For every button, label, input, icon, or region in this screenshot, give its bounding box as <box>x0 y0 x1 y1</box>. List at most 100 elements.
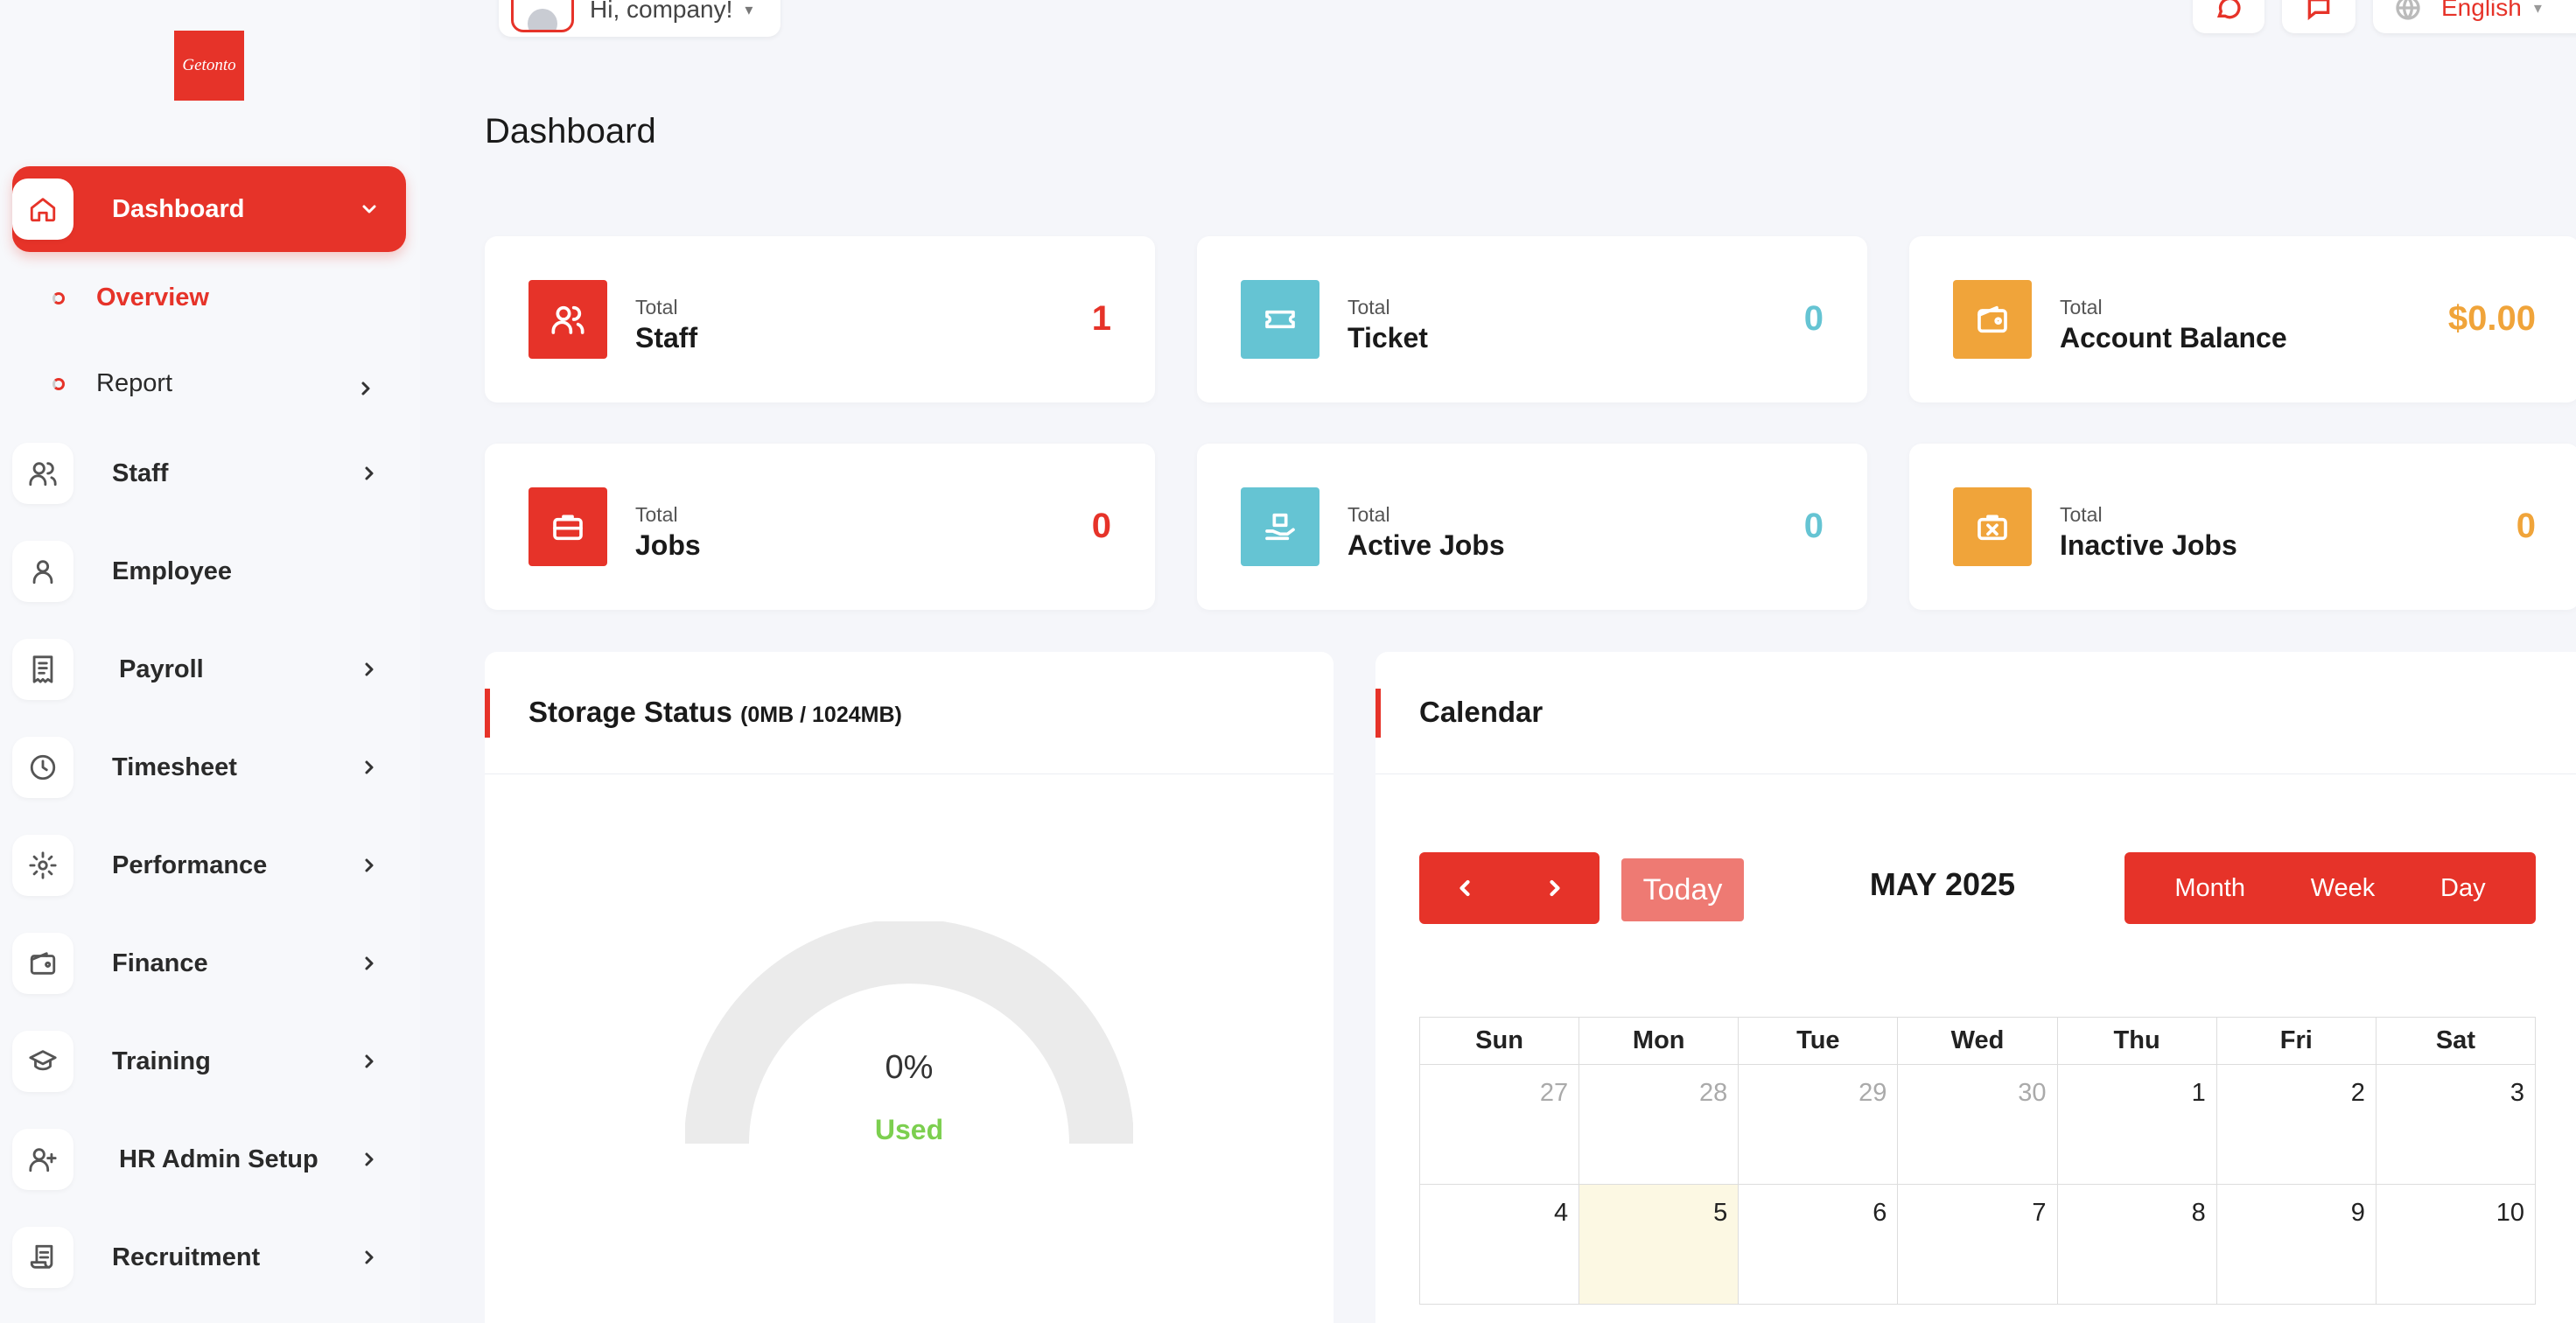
sidebar-sub-report[interactable]: Report <box>52 369 172 398</box>
calendar-day-cell[interactable]: 28 <box>1578 1064 1740 1185</box>
sidebar-item-dashboard[interactable]: Dashboard <box>12 166 406 252</box>
user-menu[interactable]: Hi, company! ▾ <box>499 0 780 37</box>
calendar-next-button[interactable] <box>1509 852 1600 924</box>
sidebar-item-training[interactable]: Training <box>12 1018 406 1104</box>
calendar-day-cell[interactable]: 4 <box>1418 1184 1580 1305</box>
performance-icon <box>12 835 74 896</box>
calendar-weekday-row: Sun Mon Tue Wed Thu Fri Sat <box>1418 1017 2537 1065</box>
sub-item-label: Overview <box>96 284 209 312</box>
calendar-day-cell[interactable]: 8 <box>2056 1184 2217 1305</box>
view-day-button[interactable]: Day <box>2440 873 2486 902</box>
sidebar-item-label: Employee <box>112 556 232 585</box>
chevron-down-icon: ▾ <box>2533 0 2542 17</box>
panel-header: Calendar <box>1376 652 2576 774</box>
bullet-icon <box>52 291 65 304</box>
sidebar-item-label: Timesheet <box>112 752 237 781</box>
app-logo[interactable]: Getonto <box>174 31 244 101</box>
today-button[interactable]: Today <box>1621 858 1744 921</box>
sidebar-item-performance[interactable]: Performance <box>12 822 406 908</box>
briefcase-x-icon <box>1953 487 2032 566</box>
globe-icon <box>2396 0 2420 20</box>
storage-used-label: Used <box>874 1114 944 1145</box>
sidebar-item-staff[interactable]: Staff <box>12 430 406 516</box>
chevron-down-icon <box>359 199 380 220</box>
stat-caption: Total <box>635 503 678 526</box>
chat-icon <box>2216 0 2241 19</box>
weekday-header: Wed <box>1897 1017 2058 1065</box>
sidebar-item-label: Dashboard <box>112 194 245 223</box>
sidebar-item-recruitment[interactable]: Recruitment <box>12 1214 406 1300</box>
view-month-button[interactable]: Month <box>2174 873 2245 902</box>
calendar-day-cell[interactable]: 7 <box>1897 1184 2058 1305</box>
stat-card-jobs[interactable]: Total Jobs 0 <box>485 444 1155 610</box>
messages-button[interactable] <box>2282 0 2356 33</box>
calendar-month-title: MAY 2025 <box>1869 866 2016 902</box>
chevron-right-icon <box>359 1149 380 1170</box>
scroll-icon <box>12 1227 74 1288</box>
sub-item-label: Report <box>96 369 173 397</box>
view-week-button[interactable]: Week <box>2310 873 2376 902</box>
hand-box-icon <box>1241 487 1320 566</box>
stat-caption: Total <box>2060 503 2103 526</box>
chevron-left-icon <box>1459 879 1470 897</box>
stat-caption: Total <box>1348 503 1390 526</box>
calendar-day-cell[interactable]: 9 <box>2216 1184 2376 1305</box>
calendar-day-cell[interactable]: 6 <box>1738 1184 1899 1305</box>
language-selector[interactable]: English ▾ <box>2373 0 2576 33</box>
stat-caption: Total <box>635 296 678 318</box>
chevron-right-icon <box>359 855 380 876</box>
wallet-icon <box>1953 280 2032 359</box>
calendar-day-cell[interactable]: 30 <box>1897 1064 2058 1185</box>
briefcase-icon <box>528 487 607 566</box>
storage-percent: 0% <box>885 1049 934 1086</box>
calendar-day-cell[interactable]: 10 <box>2375 1184 2537 1305</box>
sidebar-sub-overview[interactable]: Overview <box>52 284 209 312</box>
wallet-icon <box>12 933 74 994</box>
stat-label: Ticket <box>1348 322 1428 354</box>
sidebar: Getonto Dashboard Overview Report Staff … <box>0 0 420 1323</box>
avatar <box>511 0 574 32</box>
stat-value: 0 <box>1091 507 1111 545</box>
calendar-day-cell[interactable]: 27 <box>1418 1064 1580 1185</box>
sidebar-item-finance[interactable]: Finance <box>12 920 406 1006</box>
storage-detail: (0MB / 1024MB) <box>740 703 902 727</box>
sidebar-item-timesheet[interactable]: Timesheet <box>12 724 406 810</box>
chevron-right-icon <box>359 757 380 778</box>
chevron-right-icon <box>359 1051 380 1072</box>
user-icon <box>12 541 74 602</box>
calendar-prev-button[interactable] <box>1419 852 1509 924</box>
calendar-grid: Sun Mon Tue Wed Thu Fri Sat 27 28 29 30 … <box>1418 1017 2537 1305</box>
stat-value: 0 <box>1803 299 1824 338</box>
stat-card-active-jobs[interactable]: Total Active Jobs 0 <box>1197 444 1867 610</box>
accent-bar <box>485 689 490 738</box>
weekday-header: Mon <box>1578 1017 1740 1065</box>
home-icon <box>12 178 74 240</box>
sidebar-item-hr-admin-setup[interactable]: HR Admin Setup <box>12 1116 406 1202</box>
sidebar-item-label: Performance <box>112 850 268 879</box>
chevron-right-icon <box>359 463 380 484</box>
stat-label: Account Balance <box>2060 322 2287 354</box>
panel-title: Calendar <box>1419 696 1544 728</box>
calendar-day-cell[interactable]: 2 <box>2216 1064 2376 1185</box>
sidebar-item-payroll[interactable]: Payroll <box>12 626 406 712</box>
calendar-day-cell[interactable]: 29 <box>1738 1064 1899 1185</box>
calendar-week-row: 4 5 6 7 8 9 10 <box>1418 1184 2537 1305</box>
stat-label: Active Jobs <box>1348 529 1505 561</box>
calendar-day-cell[interactable]: 1 <box>2056 1064 2217 1185</box>
stat-value: 1 <box>1091 299 1111 338</box>
stat-caption: Total <box>2060 296 2103 318</box>
chat-button[interactable] <box>2193 0 2264 33</box>
calendar-day-cell[interactable]: 3 <box>2375 1064 2537 1185</box>
message-icon <box>2307 0 2330 21</box>
chevron-right-icon <box>359 659 380 680</box>
stat-card-ticket[interactable]: Total Ticket 0 <box>1197 236 1867 402</box>
stat-card-staff[interactable]: Total Staff 1 <box>485 236 1155 402</box>
stat-card-account-balance[interactable]: Total Account Balance $0.00 <box>1909 236 2576 402</box>
sidebar-item-employee[interactable]: Employee <box>12 528 406 614</box>
sidebar-item-label: Finance <box>112 948 208 977</box>
weekday-header: Tue <box>1738 1017 1899 1065</box>
chevron-down-icon: ▾ <box>745 0 753 18</box>
calendar-day-cell-today[interactable]: 5 <box>1578 1184 1740 1305</box>
stat-card-inactive-jobs[interactable]: Total Inactive Jobs 0 <box>1909 444 2576 610</box>
storage-title: Storage Status <box>528 696 732 728</box>
